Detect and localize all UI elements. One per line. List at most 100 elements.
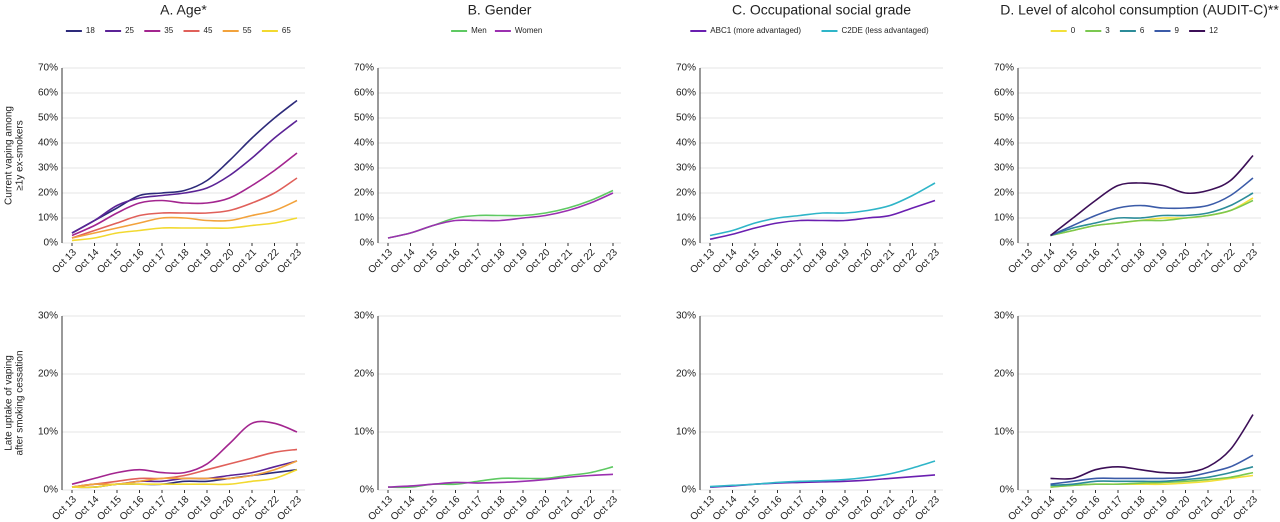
legend-label: 25 bbox=[125, 26, 134, 35]
series-line bbox=[709, 199, 936, 241]
y-tick-label: 70% bbox=[38, 63, 58, 74]
series-line bbox=[1050, 177, 1254, 237]
y-tick-label: 70% bbox=[994, 63, 1014, 74]
y-tick-label: 50% bbox=[994, 113, 1014, 124]
y-tick-label: 10% bbox=[354, 427, 374, 438]
legend-item: C2DE (less advantaged) bbox=[821, 26, 929, 35]
series-line bbox=[1050, 471, 1254, 488]
y-tick-label: 30% bbox=[994, 163, 1014, 174]
y-tick-label: 0% bbox=[44, 485, 59, 496]
legend-label: 18 bbox=[86, 26, 95, 35]
series-line bbox=[71, 99, 298, 234]
y-tick-label: 20% bbox=[354, 369, 374, 380]
y-tick-label: 70% bbox=[676, 63, 696, 74]
y-tick-label: 50% bbox=[354, 113, 374, 124]
y-tick-label: 0% bbox=[360, 485, 375, 496]
series-line bbox=[709, 182, 936, 237]
legend-item: 12 bbox=[1189, 26, 1219, 35]
series-line bbox=[71, 217, 298, 242]
y-tick-label: 30% bbox=[994, 311, 1014, 322]
legend-item: Men bbox=[451, 26, 487, 35]
series-line bbox=[71, 152, 298, 237]
x-tick-label: Oct 23 bbox=[275, 494, 304, 522]
legend-item: 65 bbox=[261, 26, 291, 35]
legend-label: 12 bbox=[1209, 26, 1218, 35]
panel-title: B. Gender bbox=[468, 2, 532, 18]
y-axis-label: ≥1y ex-smokers bbox=[15, 120, 26, 191]
y-tick-label: 40% bbox=[38, 138, 58, 149]
legend-label: 0 bbox=[1071, 26, 1076, 35]
y-tick-label: 0% bbox=[682, 485, 697, 496]
legend-item: 3 bbox=[1085, 26, 1110, 35]
legend-label: 6 bbox=[1140, 26, 1145, 35]
y-tick-label: 0% bbox=[1000, 485, 1015, 496]
series-line bbox=[1050, 414, 1254, 480]
y-axis-label: Late uptake of vaping bbox=[4, 355, 15, 451]
legend-item: 45 bbox=[183, 26, 213, 35]
series-line bbox=[387, 473, 614, 488]
series-line bbox=[709, 460, 936, 488]
legend-label: Women bbox=[515, 26, 542, 35]
series-line bbox=[71, 199, 298, 239]
x-tick-label: Oct 23 bbox=[913, 494, 942, 522]
series-line bbox=[387, 189, 614, 239]
y-tick-label: 0% bbox=[360, 238, 375, 249]
y-tick-label: 30% bbox=[676, 163, 696, 174]
y-axis-label: Current vaping among bbox=[4, 106, 15, 205]
y-tick-label: 20% bbox=[994, 188, 1014, 199]
series-line bbox=[71, 177, 298, 239]
legend-item: 0 bbox=[1050, 26, 1076, 35]
legend-label: ABC1 (more advantaged) bbox=[710, 26, 801, 35]
y-tick-label: 70% bbox=[354, 63, 374, 74]
y-tick-label: 20% bbox=[676, 188, 696, 199]
y-tick-label: 40% bbox=[354, 138, 374, 149]
y-tick-label: 20% bbox=[354, 188, 374, 199]
y-tick-label: 10% bbox=[676, 213, 696, 224]
series-line bbox=[1050, 192, 1254, 237]
y-tick-label: 20% bbox=[994, 369, 1014, 380]
y-tick-label: 60% bbox=[676, 88, 696, 99]
y-tick-label: 10% bbox=[994, 213, 1014, 224]
legend-label: 65 bbox=[282, 26, 291, 35]
legend-label: 3 bbox=[1105, 26, 1110, 35]
y-axis-label: after smoking cessation bbox=[15, 350, 26, 455]
legend-label: C2DE (less advantaged) bbox=[842, 26, 929, 35]
x-tick-label: Oct 23 bbox=[591, 247, 620, 276]
series-line bbox=[1050, 199, 1254, 237]
panel-title: D. Level of alcohol consumption (AUDIT-C… bbox=[1000, 2, 1279, 18]
legend-label: 55 bbox=[243, 26, 252, 35]
series-line bbox=[71, 420, 298, 485]
y-tick-label: 10% bbox=[38, 213, 58, 224]
x-tick-label: Oct 23 bbox=[1231, 247, 1260, 276]
panel-title: A. Age* bbox=[160, 2, 207, 18]
legend-item: 55 bbox=[222, 26, 252, 35]
series-line bbox=[71, 119, 298, 234]
legend-label: 45 bbox=[204, 26, 213, 35]
x-tick-label: Oct 23 bbox=[913, 247, 942, 276]
y-tick-label: 30% bbox=[676, 311, 696, 322]
legend-label: Men bbox=[471, 26, 487, 35]
series-line bbox=[1050, 454, 1254, 485]
series-line bbox=[1050, 466, 1254, 487]
legend-item: ABC1 (more advantaged) bbox=[690, 26, 801, 35]
series-line bbox=[1050, 154, 1254, 237]
legend-label: 35 bbox=[164, 26, 173, 35]
y-tick-label: 10% bbox=[38, 427, 58, 438]
y-tick-label: 0% bbox=[682, 238, 697, 249]
legend-label: 9 bbox=[1175, 26, 1180, 35]
x-tick-label: Oct 23 bbox=[1231, 494, 1260, 522]
legend-item: 9 bbox=[1154, 26, 1180, 35]
legend-item: 35 bbox=[144, 26, 174, 35]
y-tick-label: 30% bbox=[354, 163, 374, 174]
legend-item: Women bbox=[494, 26, 542, 35]
y-tick-label: 40% bbox=[994, 138, 1014, 149]
x-tick-label: Oct 23 bbox=[591, 494, 620, 522]
y-tick-label: 20% bbox=[676, 369, 696, 380]
y-tick-label: 0% bbox=[44, 238, 59, 249]
y-tick-label: 30% bbox=[354, 311, 374, 322]
y-tick-label: 60% bbox=[38, 88, 58, 99]
series-line bbox=[71, 468, 298, 489]
legend-item: 6 bbox=[1119, 26, 1145, 35]
y-tick-label: 60% bbox=[354, 88, 374, 99]
